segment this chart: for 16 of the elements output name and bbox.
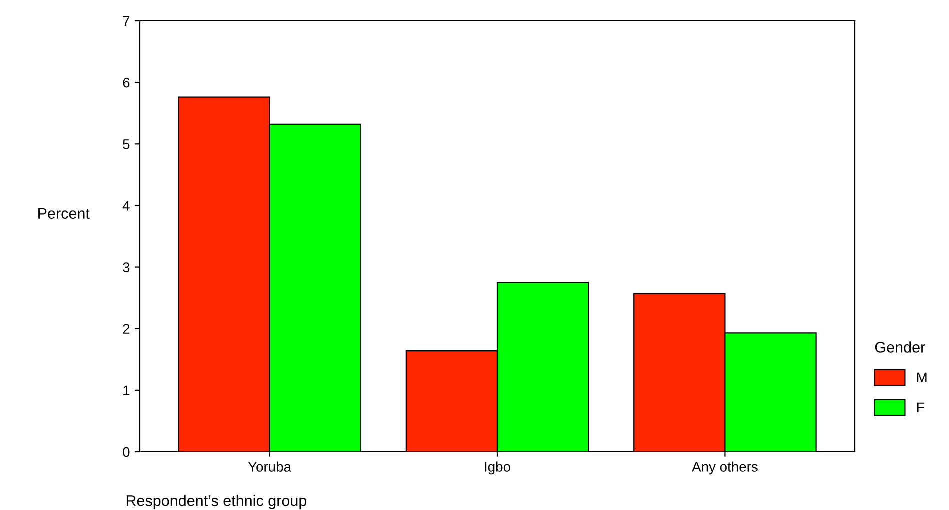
y-tick-label: 3	[123, 262, 130, 272]
x-tick-label: Any others	[692, 462, 758, 475]
y-tick-label: 7	[123, 16, 130, 26]
legend-title: Gender	[875, 342, 926, 353]
y-tick-label: 4	[122, 201, 130, 211]
x-tick-label: Yoruba	[248, 462, 292, 472]
x-axis-title: Respondent’s ethnic group	[126, 495, 307, 510]
legend-label: M	[917, 372, 927, 382]
x-tick-label: Igbo	[485, 462, 510, 475]
y-tick-label: 6	[123, 78, 130, 88]
y-tick-label: 0	[123, 447, 130, 458]
y-axis-title: Percent	[38, 208, 90, 220]
y-tick-label: 1	[124, 386, 130, 396]
y-tick-label: 5	[123, 140, 130, 150]
legend-label: F	[917, 402, 924, 412]
y-tick-label: 2	[123, 324, 130, 334]
